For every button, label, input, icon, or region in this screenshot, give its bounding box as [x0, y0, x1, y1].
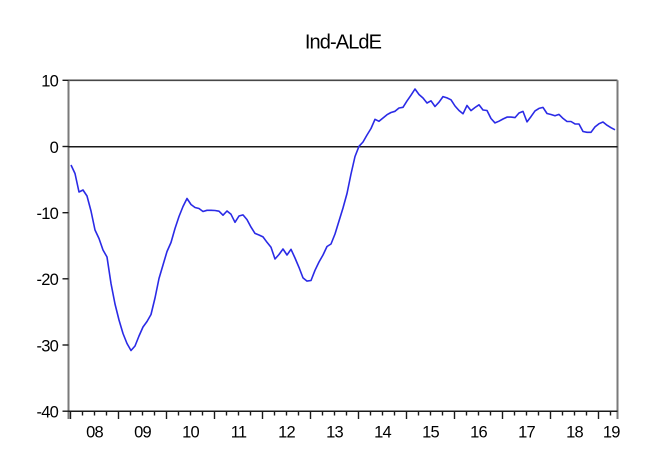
svg-text:10: 10: [41, 73, 58, 91]
svg-text:15: 15: [422, 424, 439, 442]
svg-text:12: 12: [278, 424, 295, 442]
svg-text:-10: -10: [37, 205, 59, 223]
svg-text:18: 18: [566, 424, 583, 442]
svg-text:-40: -40: [37, 404, 59, 422]
svg-text:Ind-ALdE: Ind-ALdE: [305, 32, 382, 54]
svg-text:09: 09: [134, 424, 151, 442]
svg-text:17: 17: [518, 424, 535, 442]
svg-text:11: 11: [231, 424, 247, 442]
svg-text:-20: -20: [37, 271, 59, 289]
svg-text:0: 0: [50, 139, 59, 157]
svg-text:16: 16: [470, 424, 487, 442]
svg-text:10: 10: [182, 424, 199, 442]
svg-text:08: 08: [86, 424, 103, 442]
svg-text:-30: -30: [37, 337, 59, 355]
svg-text:13: 13: [326, 424, 343, 442]
svg-text:19: 19: [603, 424, 620, 442]
svg-text:14: 14: [374, 424, 391, 442]
